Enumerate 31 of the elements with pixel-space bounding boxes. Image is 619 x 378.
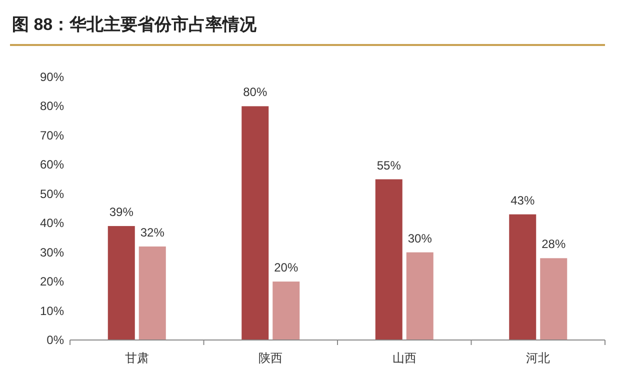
y-tick-label: 30% bbox=[40, 245, 64, 260]
x-tick-label: 甘肃 bbox=[124, 351, 149, 365]
y-tick-label: 0% bbox=[46, 333, 64, 347]
bar bbox=[509, 214, 536, 340]
x-tick-label: 山西 bbox=[392, 351, 416, 365]
y-tick-label: 40% bbox=[40, 216, 64, 230]
x-tick-label: 河北 bbox=[526, 351, 550, 365]
bar bbox=[108, 226, 135, 340]
data-label: 80% bbox=[243, 85, 268, 100]
y-tick-label: 80% bbox=[40, 99, 64, 114]
data-label: 43% bbox=[510, 193, 535, 208]
bar bbox=[138, 246, 166, 340]
y-tick-label: 90% bbox=[40, 70, 64, 84]
bar bbox=[272, 282, 300, 340]
y-tick-label: 20% bbox=[40, 274, 64, 289]
y-tick-label: 50% bbox=[40, 186, 64, 201]
x-tick-label: 陕西 bbox=[258, 351, 283, 365]
bar bbox=[375, 179, 402, 340]
y-tick-label: 10% bbox=[40, 304, 64, 318]
data-label: 55% bbox=[376, 158, 402, 172]
data-label: 32% bbox=[140, 225, 165, 240]
chart-title: 图 88：华北主要省份市占率情况 bbox=[12, 15, 258, 34]
y-tick-label: 70% bbox=[40, 128, 64, 142]
data-label: 20% bbox=[274, 260, 298, 275]
data-label: 28% bbox=[542, 237, 566, 252]
data-label: 39% bbox=[109, 205, 134, 220]
bar bbox=[406, 252, 434, 340]
y-tick-label: 60% bbox=[40, 158, 64, 172]
data-label: 30% bbox=[408, 231, 432, 246]
bar bbox=[540, 258, 568, 340]
bar bbox=[242, 106, 269, 340]
